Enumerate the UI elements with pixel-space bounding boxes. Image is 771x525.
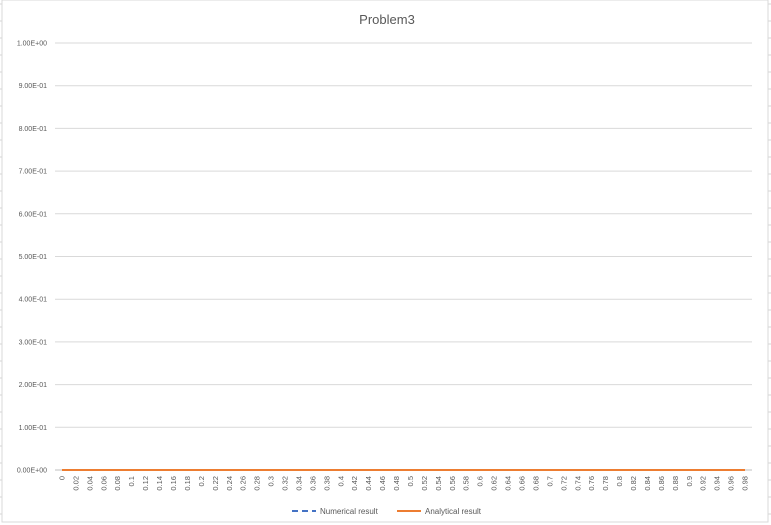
- x-tick-label: 0.32: [281, 476, 290, 491]
- x-tick-label: 0.38: [322, 476, 331, 491]
- x-tick-label: 0.86: [657, 476, 666, 491]
- x-tick-label: 0.26: [239, 476, 248, 491]
- x-tick-label: 0.58: [462, 476, 471, 491]
- y-tick-label: 9.00E-01: [19, 83, 48, 90]
- x-tick-label: 0.34: [294, 476, 303, 491]
- y-axis-tick-labels: 0.00E+00 1.00E-01 2.00E-01 3.00E-01 4.00E-01…: [17, 41, 47, 475]
- x-tick-label: 0.82: [629, 476, 638, 491]
- y-tick-label: 2.00E-01: [19, 382, 48, 389]
- x-tick-label: 0.92: [699, 476, 708, 491]
- x-tick-label: 0.4: [336, 476, 345, 486]
- y-tick-label: 0.00E+00: [17, 468, 47, 475]
- y-tick-label: 7.00E-01: [19, 169, 48, 176]
- x-tick-label: 0.18: [183, 476, 192, 491]
- x-tick-label: 0.08: [113, 476, 122, 491]
- x-tick-label: 0.9: [685, 476, 694, 486]
- y-tick-label: 3.00E-01: [19, 339, 48, 346]
- x-tick-label: 0.56: [448, 476, 457, 491]
- x-tick-label: 0.88: [671, 476, 680, 491]
- x-tick-label: 0.64: [504, 476, 513, 491]
- x-tick-label: 0.24: [225, 476, 234, 491]
- x-tick-label: 0.52: [420, 476, 429, 491]
- y-tick-label: 6.00E-01: [19, 211, 48, 218]
- x-tick-label: 0.44: [364, 476, 373, 491]
- x-tick-label: 0.3: [267, 476, 276, 486]
- x-tick-label: 0.66: [517, 476, 526, 491]
- x-tick-label: 0.48: [392, 476, 401, 491]
- x-tick-label: 0.42: [350, 476, 359, 491]
- y-tick-label: 4.00E-01: [19, 297, 48, 304]
- x-tick-label: 0.76: [587, 476, 596, 491]
- legend-label: Analytical result: [425, 507, 482, 516]
- x-tick-label: 0.78: [601, 476, 610, 491]
- x-tick-label: 0.12: [141, 476, 150, 491]
- x-tick-label: 0.16: [169, 476, 178, 491]
- x-tick-label: 0.54: [434, 476, 443, 491]
- x-tick-label: 0.36: [308, 476, 317, 491]
- legend-label: Numerical result: [320, 507, 379, 516]
- x-tick-label: 0.98: [741, 476, 750, 491]
- x-tick-label: 0.68: [531, 476, 540, 491]
- x-tick-label: 0.62: [490, 476, 499, 491]
- x-tick-label: 0.8: [615, 476, 624, 486]
- x-tick-label: 0.5: [406, 476, 415, 486]
- x-tick-label: 0.6: [476, 476, 485, 486]
- x-tick-label: 0.1: [127, 476, 136, 486]
- x-tick-label: 0.7: [545, 476, 554, 486]
- chart-title[interactable]: Problem3: [359, 12, 415, 27]
- x-tick-label: 0.28: [253, 476, 262, 491]
- y-tick-label: 5.00E-01: [19, 254, 48, 261]
- x-tick-label: 0.2: [197, 476, 206, 486]
- x-tick-label: 0.74: [573, 476, 582, 491]
- x-tick-label: 0.22: [211, 476, 220, 491]
- x-tick-label: 0.84: [643, 476, 652, 491]
- x-tick-label: 0.96: [727, 476, 736, 491]
- x-tick-label: 0.72: [559, 476, 568, 491]
- x-tick-label: 0.46: [378, 476, 387, 491]
- y-tick-label: 8.00E-01: [19, 126, 48, 133]
- legend[interactable]: Numerical result Analytical result: [292, 507, 482, 516]
- y-tick-label: 1.00E+00: [17, 41, 47, 48]
- gridlines: [55, 42, 752, 428]
- x-tick-label: 0.06: [99, 476, 108, 491]
- x-tick-label: 0.02: [71, 476, 80, 491]
- y-tick-label: 1.00E-01: [19, 425, 48, 432]
- x-tick-label: 0: [57, 476, 66, 480]
- x-tick-label: 0.04: [85, 476, 94, 491]
- x-axis-tick-labels: 0 0.02 0.04 0.06 0.08 0.1 0.12 0.14 0.16 0.18 0.2 0…: [57, 476, 749, 491]
- x-tick-label: 0.94: [713, 476, 722, 491]
- x-tick-label: 0.14: [155, 476, 164, 491]
